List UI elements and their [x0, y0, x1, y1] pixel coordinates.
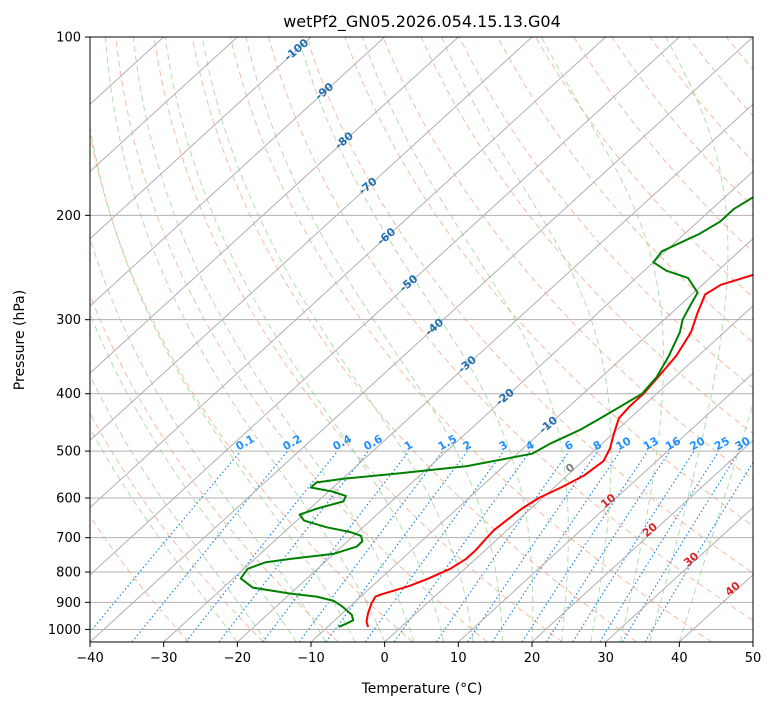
x-tick-label: −10 — [297, 651, 324, 666]
isotherm-line — [90, 37, 238, 173]
mixing-ratio-line — [545, 450, 671, 642]
isotherm-line — [236, 170, 753, 642]
dry-adiabat-line — [382, 37, 753, 481]
moist-adiabat-line — [441, 37, 612, 642]
x-tick-label: −40 — [76, 651, 103, 666]
moist-adiabat-line — [201, 37, 474, 642]
moist-adiabat-line — [361, 37, 569, 642]
moist-adiabat-line — [164, 37, 445, 642]
mixing-ratio-line — [435, 450, 570, 642]
chart-title: wetPf2_GN05.2026.054.15.13.G04 — [283, 12, 561, 32]
moist-adiabat-line — [540, 37, 664, 642]
temperature-profile-line — [365, 273, 753, 628]
mixing-ratio-line — [131, 450, 289, 642]
isotherm-line — [90, 37, 607, 509]
y-tick-label: 800 — [56, 566, 81, 581]
y-tick-label: 300 — [56, 313, 81, 328]
dry-adiabat-line — [90, 515, 190, 642]
dry-adiabat-line — [115, 37, 488, 642]
mixing-ratio-lines — [90, 450, 753, 642]
moist-adiabat-line — [297, 37, 534, 642]
y-axis-label: Pressure (hPa) — [12, 290, 28, 390]
plot-frame — [89, 36, 754, 643]
x-tick-label: −30 — [150, 651, 177, 666]
y-tick-label: 400 — [56, 387, 81, 402]
mixing-ratio-line — [90, 450, 242, 633]
isotherm-line — [384, 305, 753, 642]
y-tick-label: 1000 — [48, 623, 81, 638]
y-tick-label: 100 — [56, 31, 81, 46]
dry-adiabat-line — [268, 37, 753, 622]
dry-adiabat-line — [306, 37, 753, 574]
moist-adiabat-line — [90, 427, 238, 642]
isotherm-line — [90, 37, 533, 442]
isotherm-line — [90, 37, 459, 374]
moist-adiabat-line — [90, 312, 297, 642]
moist-adiabat-line — [90, 123, 356, 642]
x-tick-label: −20 — [224, 651, 251, 666]
mixing-ratio-line — [521, 450, 649, 642]
mixing-ratio-line — [185, 450, 339, 642]
moist-adiabats — [90, 37, 753, 642]
moist-adiabat-line — [245, 37, 503, 642]
moist-adiabat-line — [649, 37, 729, 642]
isotherm-line — [531, 439, 753, 642]
isotherm-line — [90, 37, 386, 307]
mixing-ratio-line — [491, 450, 621, 642]
dry-adiabat-line — [90, 131, 414, 642]
moist-adiabat-line — [90, 374, 268, 642]
moist-adiabat-line — [90, 236, 327, 642]
y-tick-label: 900 — [56, 596, 81, 611]
moist-adiabat-line — [678, 401, 753, 642]
x-tick-label: 10 — [450, 651, 467, 666]
dry-adiabat-line — [496, 37, 753, 344]
x-tick-label: 30 — [597, 651, 614, 666]
y-axis-ticks: 100 200 300 400 500 600 700 800 900 1000 — [48, 31, 90, 638]
y-tick-label: 600 — [56, 492, 81, 507]
dry-adiabat-line — [191, 37, 638, 642]
x-tick-label: 0 — [381, 651, 389, 666]
mixing-ratio-line — [466, 450, 599, 642]
x-tick-label: 20 — [524, 651, 541, 666]
dry-adiabat-line — [153, 37, 563, 642]
dewpoint-profile-line — [239, 196, 753, 628]
isotherm-line — [310, 237, 753, 642]
isobar-grid — [90, 37, 753, 630]
isotherm-line — [90, 37, 312, 240]
isotherm-line — [90, 37, 753, 642]
plot-area: 0.10.20.40.611.52346810131620253036-100-… — [90, 37, 753, 642]
x-axis-label: Temperature (°C) — [361, 681, 483, 697]
x-tick-label: 40 — [671, 651, 688, 666]
y-tick-label: 200 — [56, 209, 81, 224]
isotherm-line — [163, 103, 753, 642]
isotherm-line — [605, 506, 753, 642]
x-axis-ticks: −40 −30 −20 −10 0 10 20 30 40 50 — [76, 642, 761, 666]
y-tick-label: 500 — [56, 445, 81, 460]
isotherm-line — [90, 37, 680, 576]
mixing-ratio-line — [572, 450, 695, 642]
profile-series — [239, 196, 753, 628]
dry-adiabat-line — [90, 412, 264, 642]
isotherm-grid — [90, 37, 753, 642]
moist-adiabat-line — [105, 37, 386, 642]
mixing-ratio-line — [325, 450, 468, 642]
x-tick-label: 50 — [745, 651, 762, 666]
mixing-ratio-line — [364, 450, 505, 642]
mixing-ratio-line — [298, 450, 444, 642]
mixing-ratio-line — [262, 450, 410, 642]
y-tick-label: 700 — [56, 531, 81, 546]
mixing-ratio-line — [621, 450, 740, 642]
isotherm-line — [457, 372, 753, 642]
